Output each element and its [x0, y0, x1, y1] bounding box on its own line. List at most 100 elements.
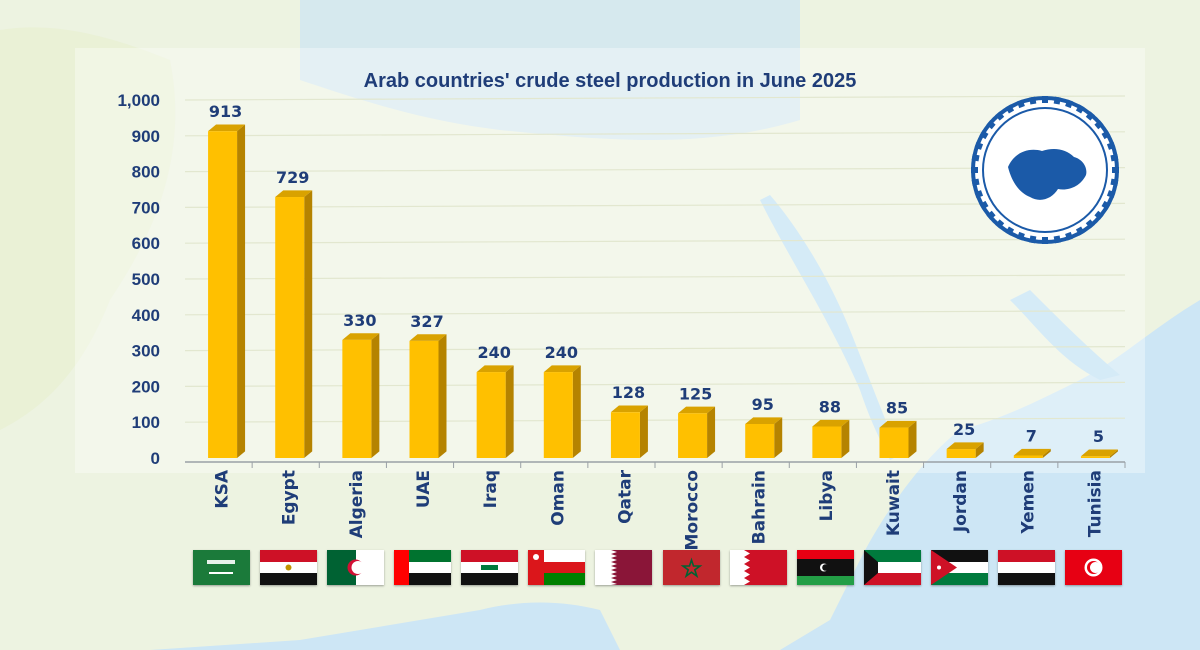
bar-top: [946, 442, 984, 450]
egypt-flag: [259, 550, 317, 585]
x-tick-label: Kuwait: [884, 470, 904, 536]
bar-top: [1080, 449, 1118, 457]
bar-front: [543, 372, 573, 458]
bar-top: [342, 333, 380, 340]
bar-side: [707, 406, 716, 458]
data-label: 913: [209, 102, 242, 121]
bar-front: [946, 449, 976, 458]
data-label: 240: [477, 343, 510, 362]
bar-top: [409, 334, 447, 341]
bar: [946, 442, 984, 458]
bar: [208, 124, 246, 458]
mediterranean: [300, 0, 800, 140]
bar-side: [237, 124, 246, 458]
bar-top: [1013, 448, 1051, 456]
yemen-flag: [998, 550, 1056, 585]
bar-top: [812, 419, 850, 427]
gridline: [184, 167, 1126, 173]
gridline: [184, 131, 1126, 137]
map-land-west: [0, 27, 176, 430]
y-tick-label: 800: [132, 163, 160, 182]
bar-side: [505, 365, 514, 458]
y-tick-label: 400: [132, 306, 160, 325]
bar-top: [610, 405, 648, 413]
data-label: 729: [276, 168, 309, 187]
data-label: 240: [545, 343, 578, 362]
data-label: 125: [679, 384, 712, 403]
bar-front: [275, 197, 305, 458]
bar-front: [745, 423, 775, 458]
y-tick-label: 200: [132, 377, 160, 396]
data-label: 330: [343, 311, 376, 330]
bahrain-flag: [729, 550, 787, 585]
algeria-flag: [326, 550, 384, 585]
bar-side: [975, 442, 984, 458]
y-tick-label: 700: [132, 198, 160, 217]
bar-front: [678, 413, 708, 458]
gridline: [184, 95, 1126, 101]
qatar-flag: [595, 550, 653, 585]
bar: [610, 405, 648, 458]
data-label: 25: [953, 420, 975, 439]
x-tick-label: Jordan: [951, 470, 971, 533]
gridline: [184, 417, 1126, 423]
bar-top: [678, 406, 716, 414]
gridline: [184, 202, 1126, 208]
bar-side: [639, 405, 648, 458]
x-tick-label: Morocco: [683, 470, 703, 551]
data-label: 128: [612, 383, 645, 402]
data-label: 327: [410, 312, 443, 331]
x-tick-label: UAE: [414, 470, 434, 508]
saudi-arabia-flag: [192, 550, 250, 585]
tunisia-flag: [1065, 550, 1123, 585]
x-tick-label: Egypt: [280, 470, 300, 525]
bar: [275, 190, 313, 459]
data-label: 5: [1093, 427, 1104, 446]
libya-flag: [796, 550, 854, 585]
bar-side: [1109, 449, 1118, 458]
bar-front: [476, 372, 506, 458]
red-sea: [760, 195, 900, 460]
arab-iron-and-steel-union-logo: [971, 96, 1119, 244]
bar: [879, 420, 917, 458]
y-tick-label: 900: [132, 127, 160, 146]
bar: [1080, 449, 1118, 458]
bar-front: [1080, 456, 1110, 458]
bar-front: [812, 426, 842, 458]
bar-side: [908, 420, 917, 458]
bar: [543, 365, 581, 458]
x-tick-label: KSA: [213, 469, 233, 508]
gridline: [184, 274, 1126, 280]
gridline: [184, 346, 1126, 352]
y-tick-label: 1,000: [117, 91, 160, 110]
bar-side: [1042, 448, 1051, 458]
y-tick-label: 0: [151, 449, 160, 468]
data-label: 88: [819, 397, 841, 416]
data-label: 95: [752, 395, 774, 414]
uae-flag: [394, 550, 451, 585]
bar-side: [438, 334, 447, 458]
jordan-flag: [931, 550, 989, 585]
x-tick-label: Qatar: [615, 469, 635, 524]
bar: [409, 334, 447, 458]
bar: [812, 419, 850, 458]
y-tick-label: 100: [132, 413, 160, 432]
chart-title: Arab countries' crude steel production i…: [363, 70, 857, 92]
oman-flag: [528, 550, 586, 585]
morocco-flag: [662, 550, 720, 585]
iraq-flag: [461, 550, 519, 585]
y-tick-label: 300: [132, 342, 160, 361]
bar: [745, 417, 783, 458]
data-label: 7: [1026, 426, 1037, 445]
gridline: [184, 310, 1126, 316]
bar-side: [774, 417, 783, 458]
x-tick-label: Bahrain: [750, 470, 770, 544]
bar-top: [275, 190, 313, 198]
bar-top: [879, 420, 917, 428]
bar-front: [1013, 455, 1043, 458]
